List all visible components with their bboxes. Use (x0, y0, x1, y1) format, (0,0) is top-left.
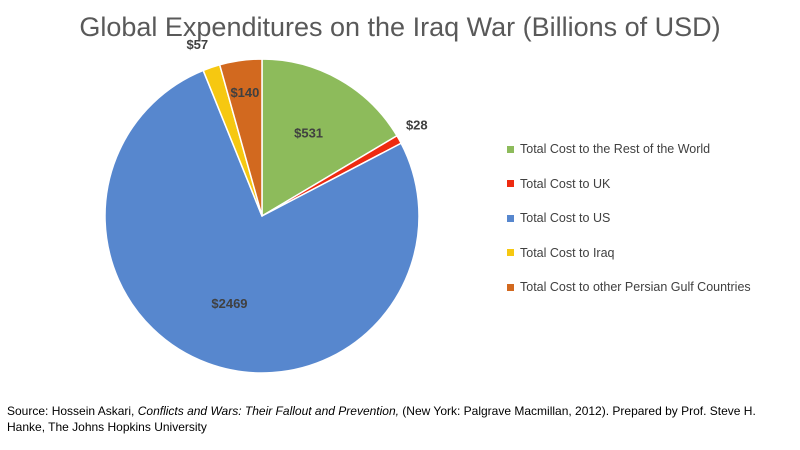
source-citation: Source: Hossein Askari, Conflicts and Wa… (7, 403, 793, 435)
legend-label: Total Cost to other Persian Gulf Countri… (520, 280, 751, 295)
slice-data-label: $531 (294, 126, 323, 141)
chart-legend: Total Cost to the Rest of the World Tota… (507, 132, 797, 305)
legend-item: Total Cost to US (507, 201, 797, 236)
chart-title: Global Expenditures on the Iraq War (Bil… (79, 12, 721, 42)
pie-slices (104, 58, 420, 374)
source-book-title: Conflicts and Wars: Their Fallout and Pr… (137, 404, 399, 418)
legend-label: Total Cost to Iraq (520, 245, 615, 260)
legend-item: Total Cost to Iraq (507, 236, 797, 271)
pie-slice (104, 69, 420, 374)
pie-slice (218, 58, 263, 217)
legend-swatch (507, 283, 514, 291)
legend-swatch (507, 249, 514, 257)
slice-data-label: $2469 (211, 296, 247, 311)
slice-data-label: $140 (230, 85, 259, 100)
legend-swatch (507, 180, 514, 188)
slice-data-label: $28 (406, 117, 428, 132)
source-suffix: (New York: Palgrave Macmillan, 2012). Pr… (7, 404, 756, 434)
legend-label: Total Cost to US (520, 211, 611, 226)
legend-label: Total Cost to the Rest of the World (520, 142, 711, 157)
legend-item: Total Cost to other Persian Gulf Countri… (507, 270, 797, 305)
slice-data-label: $57 (186, 37, 208, 52)
pie-slice (261, 58, 398, 217)
legend-swatch (507, 145, 514, 153)
legend-item: Total Cost to the Rest of the World (507, 132, 797, 167)
source-prefix: Source: Hossein Askari, (7, 404, 138, 418)
legend-label: Total Cost to UK (520, 176, 611, 191)
legend-item: Total Cost to UK (507, 167, 797, 202)
legend-swatch (507, 214, 514, 222)
pie-data-labels: $531 $28 $2469 $57 $140 (186, 37, 427, 311)
